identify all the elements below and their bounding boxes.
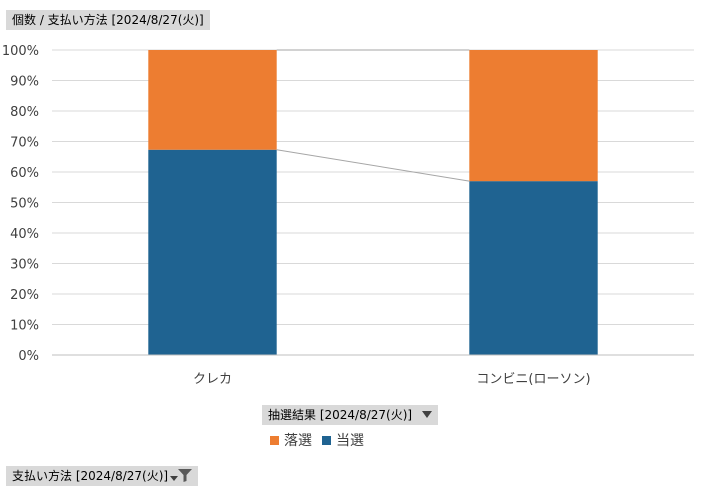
y-axis: 0% 10% 20% 30% 40% 50% 60% 70% 80% 90% 100%	[2, 44, 39, 364]
y-tick-label: 90%	[10, 75, 39, 90]
filter-field-button[interactable]: 支払い方法 [2024/8/27(火)]	[6, 466, 199, 486]
bar-segment	[148, 50, 277, 150]
y-tick-label: 70%	[10, 136, 39, 151]
legend-field-button[interactable]: 抽選結果 [2024/8/27(火)]	[262, 405, 439, 425]
filter-icon	[178, 469, 193, 482]
value-field-button[interactable]: 個数 / 支払い方法 [2024/8/27(火)]	[6, 10, 210, 30]
x-category-label: コンビニ(ローソン)	[476, 372, 590, 387]
legend: 落選 当選	[270, 430, 364, 450]
filter-dropdown[interactable]	[170, 468, 194, 484]
y-tick-label: 30%	[10, 258, 39, 273]
y-tick-label: 20%	[10, 288, 39, 303]
bars	[148, 50, 598, 355]
bar-segment	[148, 149, 277, 355]
y-tick-label: 100%	[2, 44, 39, 59]
y-tick-label: 0%	[18, 349, 39, 364]
value-field-label: 個数 / 支払い方法 [2024/8/27(火)]	[12, 13, 204, 27]
legend-swatch-won	[322, 435, 331, 445]
y-tick-label: 10%	[10, 319, 39, 334]
series-line	[276, 149, 470, 182]
x-category-label: クレカ	[193, 372, 232, 387]
legend-swatch-lost	[270, 435, 279, 445]
chevron-down-icon[interactable]	[422, 411, 433, 418]
y-tick-label: 60%	[10, 166, 39, 181]
y-tick-label: 40%	[10, 227, 39, 242]
y-tick-label: 80%	[10, 105, 39, 120]
legend-item-won: 当選	[322, 430, 364, 450]
bar-segment	[469, 50, 598, 182]
chevron-down-icon	[170, 476, 179, 481]
x-axis: クレカ コンビニ(ローソン)	[52, 354, 694, 387]
filter-field-label: 支払い方法 [2024/8/27(火)]	[12, 469, 169, 483]
legend-label-won: 当選	[336, 433, 364, 449]
bar-segment	[469, 181, 598, 355]
legend-label-lost: 落選	[284, 433, 312, 449]
legend-field-label: 抽選結果 [2024/8/27(火)]	[268, 408, 413, 422]
series-lines	[276, 49, 470, 182]
legend-item-lost: 落選	[270, 430, 312, 450]
y-tick-label: 50%	[10, 197, 39, 212]
